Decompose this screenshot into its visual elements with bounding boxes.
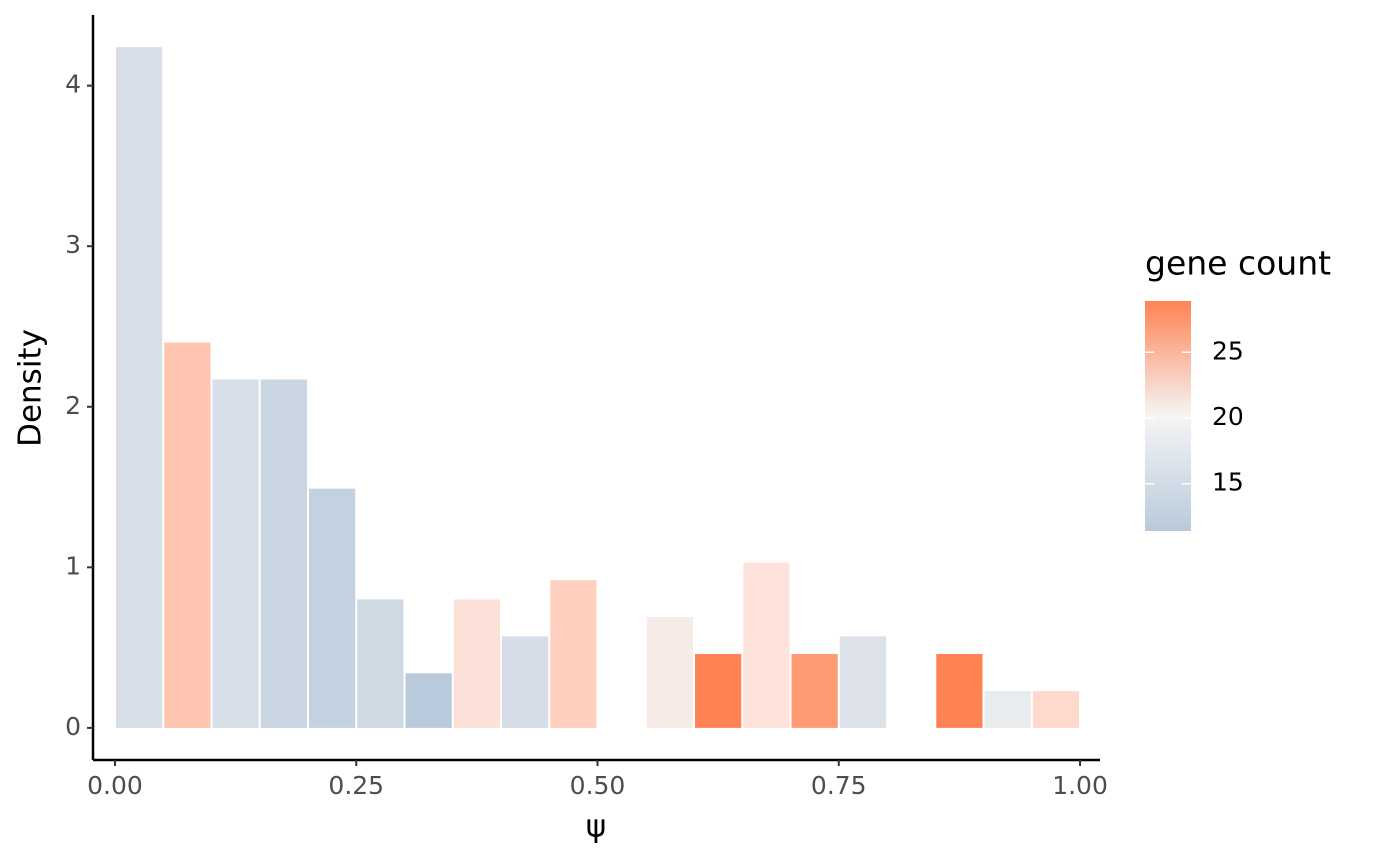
y-axis-title: Density	[13, 329, 49, 447]
y-tick-label: 4	[65, 70, 81, 99]
colorbar-tick-label: 20	[1212, 402, 1244, 431]
colorbar	[1145, 301, 1191, 531]
bar	[260, 379, 308, 728]
y-tick-label: 1	[65, 551, 81, 580]
bar	[212, 379, 259, 728]
colorbar-tick-label: 25	[1212, 336, 1244, 365]
bar	[309, 488, 356, 728]
legend-title: gene count	[1145, 244, 1331, 283]
x-axis-title: ψ	[586, 809, 606, 845]
bar	[1032, 690, 1080, 728]
y-tick-label: 2	[65, 391, 81, 420]
x-tick-label: 0.25	[328, 771, 384, 800]
y-tick-label: 0	[65, 712, 81, 741]
bar	[695, 654, 742, 728]
bar	[791, 654, 838, 728]
bar	[357, 599, 404, 728]
x-tick-label: 0.50	[570, 771, 626, 800]
bar	[936, 654, 983, 728]
bar	[550, 580, 597, 728]
y-tick-label: 3	[65, 230, 81, 259]
bar	[743, 562, 790, 728]
bar	[984, 690, 1031, 728]
x-tick-label: 0.00	[87, 771, 143, 800]
bar	[164, 342, 211, 728]
bar	[405, 673, 452, 728]
x-tick-label: 0.75	[811, 771, 867, 800]
bar	[646, 617, 694, 728]
bar	[453, 599, 501, 728]
bar	[116, 47, 163, 728]
bar	[502, 636, 549, 728]
x-tick-label: 1.00	[1052, 771, 1108, 800]
colorbar-tick-label: 15	[1212, 468, 1244, 497]
bar	[839, 636, 887, 728]
